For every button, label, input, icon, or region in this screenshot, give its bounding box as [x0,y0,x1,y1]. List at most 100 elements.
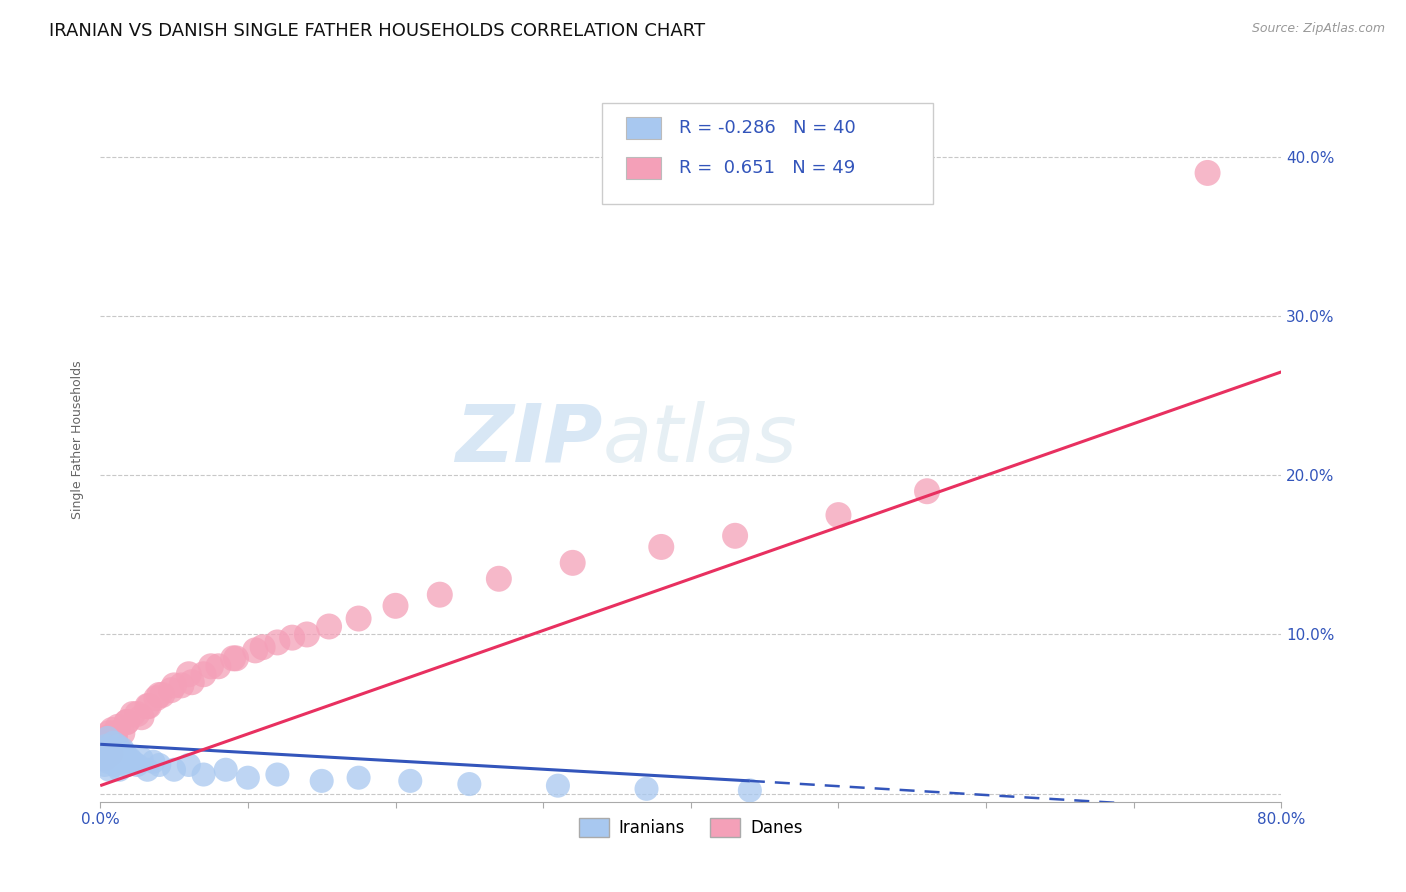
Point [318,619,340,633]
Point [97,739,120,753]
Point [724,529,747,543]
Point [90,747,112,761]
Point [127,706,149,721]
Point [131,751,153,765]
Point [347,771,370,785]
Text: atlas: atlas [602,401,797,478]
Point [127,758,149,772]
Point [110,751,132,765]
Point [252,640,274,655]
Point [104,726,127,740]
Point [429,588,451,602]
FancyBboxPatch shape [626,117,661,139]
Text: R =  0.651   N = 49: R = 0.651 N = 49 [679,159,855,177]
Point [1197,166,1219,180]
Point [163,678,186,692]
Point [561,556,583,570]
Point [101,723,124,737]
Point [97,755,120,769]
Point [101,751,124,765]
Point [94,739,117,753]
Point [145,691,167,706]
Point [180,675,202,690]
Point [177,667,200,681]
Point [347,611,370,625]
Point [142,755,165,769]
Point [148,758,170,772]
Point [105,747,128,761]
Point [177,758,200,772]
Point [200,659,222,673]
Point [458,777,481,791]
Text: R = -0.286   N = 40: R = -0.286 N = 40 [679,120,856,137]
Text: ZIP: ZIP [456,401,602,478]
Point [136,699,159,714]
Point [170,678,193,692]
Point [636,781,658,796]
Point [100,747,122,761]
Text: IRANIAN VS DANISH SINGLE FATHER HOUSEHOLDS CORRELATION CHART: IRANIAN VS DANISH SINGLE FATHER HOUSEHOL… [49,22,706,40]
Point [118,751,141,765]
Point [193,767,215,781]
Point [91,751,114,765]
Point [245,643,267,657]
Point [115,758,138,772]
Point [97,736,120,750]
Point [103,736,125,750]
Point [148,688,170,702]
FancyBboxPatch shape [602,103,934,204]
Point [121,706,143,721]
Point [90,742,112,756]
Point [93,758,115,772]
Point [93,742,115,756]
Point [915,484,938,499]
Point [131,710,153,724]
Point [311,773,333,788]
Point [295,627,318,641]
Point [827,508,849,522]
Y-axis label: Single Father Households: Single Father Households [72,360,84,519]
Point [104,731,127,745]
Text: Source: ZipAtlas.com: Source: ZipAtlas.com [1251,22,1385,36]
Point [163,763,186,777]
Point [104,758,127,772]
Point [115,714,138,729]
Point [107,720,129,734]
Point [236,771,259,785]
Point [547,779,569,793]
Point [384,599,406,613]
Point [91,736,114,750]
Point [150,688,173,702]
Point [488,572,510,586]
Point [281,631,304,645]
Point [738,783,761,797]
Point [222,651,245,665]
Point [138,699,160,714]
Point [207,659,229,673]
Point [111,742,134,756]
Legend: Iranians, Danes: Iranians, Danes [572,812,810,844]
Point [111,726,134,740]
Point [266,767,288,781]
Point [266,635,288,649]
Point [100,742,122,756]
Point [107,739,129,753]
Point [112,755,135,769]
Point [114,747,136,761]
Point [97,731,120,745]
FancyBboxPatch shape [626,157,661,178]
Point [193,667,215,681]
Point [121,755,143,769]
Point [215,763,238,777]
Point [115,714,138,729]
Point [108,763,131,777]
Point [225,651,247,665]
Point [160,683,183,698]
Point [93,751,115,765]
Point [399,773,422,788]
Point [136,763,159,777]
Point [98,726,121,740]
Point [94,731,117,745]
Point [650,540,672,554]
Point [98,763,121,777]
